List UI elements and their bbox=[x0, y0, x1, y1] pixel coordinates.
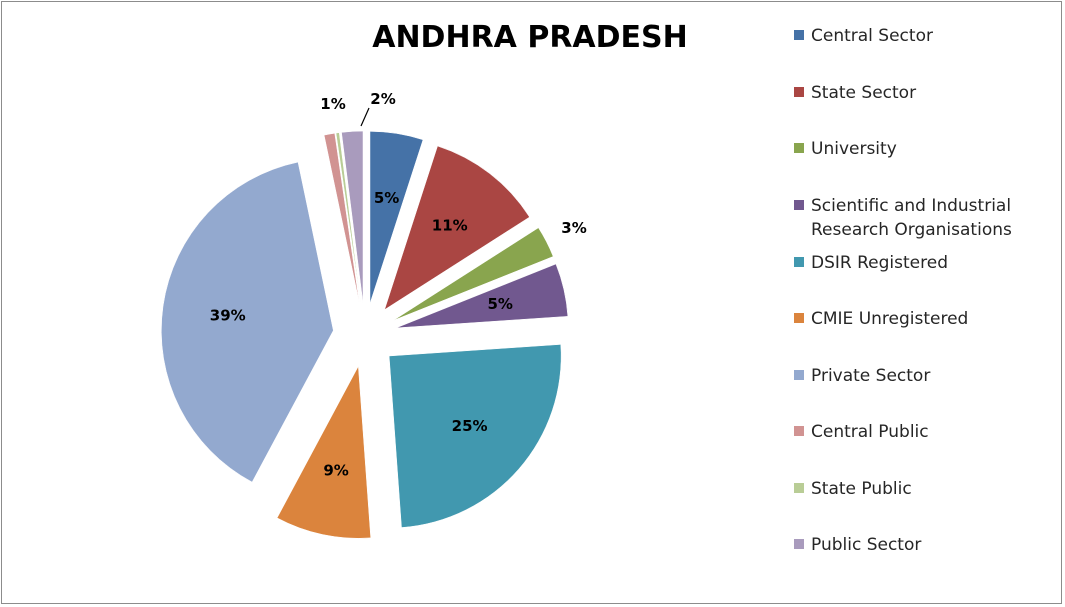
legend-label: CMIE Unregistered bbox=[811, 309, 969, 329]
legend-swatch bbox=[794, 257, 804, 267]
data-label-public-sector: 2% bbox=[370, 90, 395, 108]
pie-slice-private-sector bbox=[161, 161, 334, 483]
data-label-central-sector: 5% bbox=[374, 189, 399, 207]
legend-swatch bbox=[794, 87, 804, 97]
legend-item-state-public: State Public bbox=[794, 477, 912, 501]
legend-label: Central Sector bbox=[811, 26, 933, 46]
legend-item-private-sector: Private Sector bbox=[794, 364, 930, 388]
data-label-cmie-unregistered: 9% bbox=[323, 462, 348, 480]
pie-slice-state-sector bbox=[384, 145, 530, 311]
pie-slice-central-sector bbox=[369, 131, 424, 304]
legend-label: Private Sector bbox=[811, 366, 931, 386]
legend-item-state-sector: State Sector bbox=[794, 81, 916, 105]
legend-label: Scientific and Industrial Research Organ… bbox=[811, 196, 1012, 240]
pie-slice-public-sector bbox=[341, 130, 364, 304]
legend-swatch bbox=[794, 200, 804, 210]
legend-item-dsir-registered: DSIR Registered bbox=[794, 251, 948, 275]
legend-label: University bbox=[811, 139, 897, 159]
legend-swatch bbox=[794, 539, 804, 549]
legend-item-scientific-and-industrial-research-organisations: Scientific and Industrial Research Organ… bbox=[794, 194, 1026, 242]
chart-title: ANDHRA PRADESH bbox=[372, 20, 688, 55]
pie-slice-state-public bbox=[335, 132, 361, 304]
pie-chart: 5% 11% 3% 5% 25% 9% 39% 1% 2% bbox=[161, 90, 587, 539]
legend-item-central-public: Central Public bbox=[794, 420, 929, 444]
legend-swatch bbox=[794, 313, 804, 323]
data-label-dsir-registered: 25% bbox=[452, 417, 488, 435]
legend-label: Central Public bbox=[811, 422, 929, 442]
legend-label: DSIR Registered bbox=[811, 253, 948, 273]
leader-line-public-sector bbox=[360, 107, 370, 127]
pie-slice-central-public bbox=[323, 132, 360, 304]
legend-item-university: University bbox=[794, 137, 897, 161]
legend-swatch bbox=[794, 483, 804, 493]
legend-swatch bbox=[794, 30, 804, 40]
legend-item-public-sector: Public Sector bbox=[794, 533, 921, 557]
pie-slice-dsir-registered bbox=[388, 344, 562, 528]
pie-slice-scientific-and-industrial-research-organisations bbox=[396, 263, 569, 329]
legend-label: State Public bbox=[811, 479, 912, 499]
data-label-private-sector: 39% bbox=[210, 306, 246, 324]
pie-slice-university bbox=[393, 227, 554, 321]
legend-label: State Sector bbox=[811, 83, 917, 103]
legend-swatch bbox=[794, 370, 804, 380]
pie-slice-cmie-unregistered bbox=[276, 365, 371, 539]
legend-label: Public Sector bbox=[811, 535, 922, 555]
data-label-central-public: 1% bbox=[320, 95, 345, 113]
data-label-scientific-and-industrial-research-organisations: 5% bbox=[487, 295, 512, 313]
legend-swatch bbox=[794, 143, 804, 153]
legend-item-central-sector: Central Sector bbox=[794, 24, 933, 48]
legend-item-cmie-unregistered: CMIE Unregistered bbox=[794, 307, 968, 331]
legend-swatch bbox=[794, 426, 804, 436]
data-label-university: 3% bbox=[561, 219, 586, 237]
data-label-state-sector: 11% bbox=[432, 216, 468, 234]
